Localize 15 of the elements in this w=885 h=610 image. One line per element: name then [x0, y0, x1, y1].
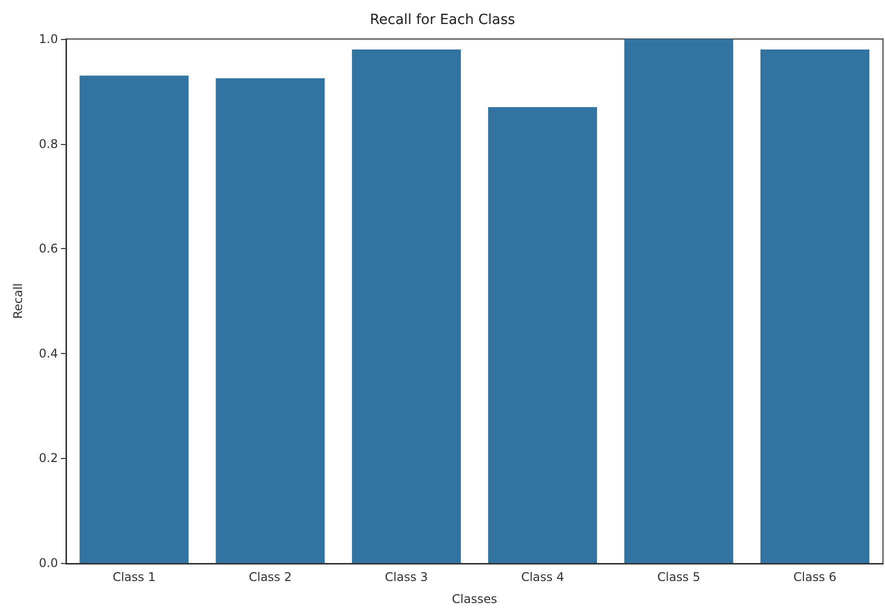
x-tick-label: Class 6	[793, 570, 836, 584]
y-tick-label: 0.0	[38, 556, 58, 570]
x-tick-label: Class 2	[248, 570, 292, 584]
y-tick-label: 0.4	[38, 346, 58, 360]
y-tick-label: 0.8	[38, 136, 58, 151]
chart-title: Recall for Each Class	[370, 12, 516, 28]
x-tick-label: Class 3	[384, 570, 428, 584]
y-tick-label: 0.2	[38, 451, 58, 466]
y-tick-label: 0.6	[38, 242, 58, 256]
x-tick-label: Class 5	[657, 570, 700, 584]
x-axis-title: Classes	[452, 592, 498, 606]
x-tick-label: Class 4	[521, 570, 564, 584]
y-axis-title: Recall	[11, 283, 25, 319]
y-tick-label: 1.0	[38, 32, 58, 46]
x-tick-label: Class 1	[112, 570, 156, 584]
